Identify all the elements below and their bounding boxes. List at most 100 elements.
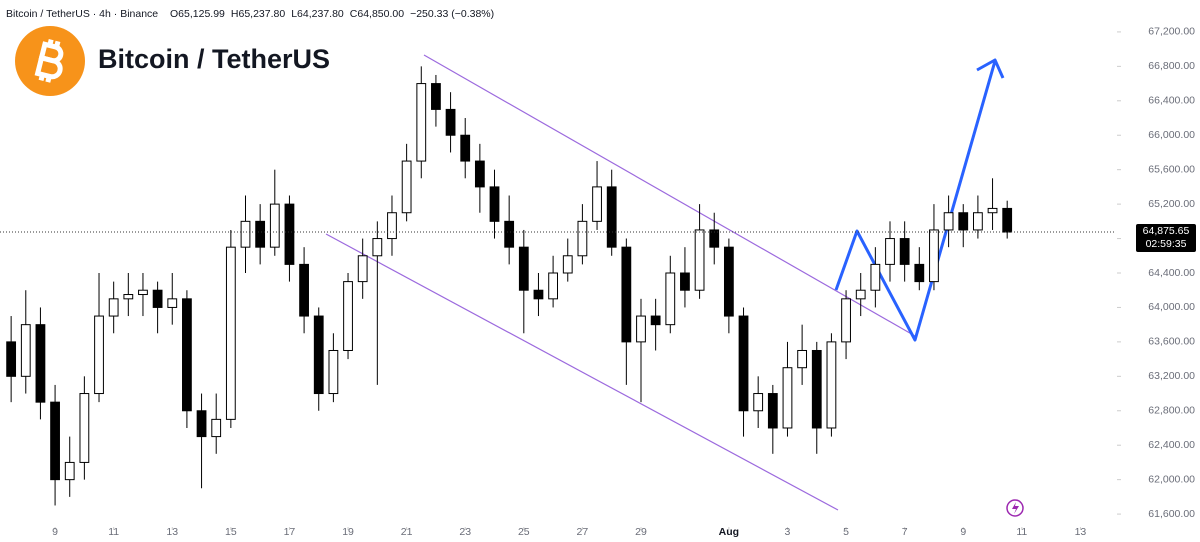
alert-icon (1006, 499, 1024, 517)
x-tick-label: 5 (843, 526, 849, 538)
y-tick-label: 63,600.00 (1148, 336, 1195, 348)
y-tick-label: 62,000.00 (1148, 473, 1195, 485)
countdown: 02:59:35 (1146, 238, 1187, 250)
candle-body (723, 246, 734, 317)
candle-body (269, 203, 280, 248)
candle-body (606, 186, 617, 248)
candle-body (841, 298, 851, 343)
candle-body (357, 255, 368, 283)
candle-body (1002, 207, 1013, 233)
x-tick-label: 19 (342, 526, 354, 538)
x-tick-label: 17 (284, 526, 296, 538)
x-tick-label: 13 (1075, 526, 1087, 538)
ohlc: O65,125.99 H65,237.80 L64,237.80 C64,850.00… (170, 8, 494, 20)
candle-body (445, 108, 456, 136)
candle-body (709, 229, 720, 248)
y-tick-label: 64,400.00 (1148, 267, 1195, 279)
change: −250.33 (−0.38%) (410, 8, 494, 20)
ohlc-label: H (231, 8, 239, 20)
candle-body (79, 393, 90, 463)
ohlc-value: 65,237.80 (238, 8, 285, 20)
alert-bolt (1012, 502, 1019, 514)
x-tick-label: 15 (225, 526, 237, 538)
ohlc-value: 65,125.99 (178, 8, 225, 20)
candle-body (313, 315, 324, 395)
candle-body (826, 341, 837, 429)
candle-body (650, 315, 661, 326)
candle-body (35, 324, 46, 403)
symbol: Bitcoin / TetherUS · 4h · Binance (6, 8, 158, 20)
y-tick-label: 62,800.00 (1148, 405, 1195, 417)
y-tick-label: 63,200.00 (1148, 370, 1195, 382)
candle-body (694, 229, 705, 291)
candle-body (284, 203, 295, 265)
candle-body (753, 393, 764, 412)
last-price-tag (1136, 224, 1196, 253)
candle-body (152, 289, 163, 308)
x-tick-label: 11 (1016, 526, 1027, 538)
ohlc-label: O (170, 8, 178, 20)
candle-body (929, 229, 939, 283)
candle-body (489, 186, 500, 222)
candle-body (665, 272, 676, 326)
candle-body (387, 212, 397, 240)
y-tick-label: 66,000.00 (1148, 129, 1195, 141)
y-tick-label: 62,400.00 (1148, 439, 1195, 451)
candle-body (138, 289, 148, 296)
candle-body (211, 418, 222, 438)
candle-body (474, 160, 485, 188)
candle-body (870, 263, 881, 291)
candle-body (64, 461, 75, 481)
candle-body (855, 289, 866, 300)
candle-body (401, 160, 412, 214)
candle-body (431, 83, 441, 110)
x-tick-label: 21 (401, 526, 413, 538)
candle-body (504, 220, 515, 248)
ohlc-label: L (291, 8, 297, 20)
candle-body (94, 315, 104, 395)
candle-body (577, 220, 588, 257)
x-tick-label: 29 (635, 526, 647, 538)
candle-body (182, 298, 192, 412)
candle-body (636, 315, 646, 343)
candle-body (592, 186, 602, 222)
candle-body (987, 207, 998, 214)
candle-body (196, 410, 207, 438)
candle-body (6, 341, 17, 377)
y-tick-label: 67,200.00 (1148, 26, 1195, 38)
ohlc-value: 64,237.80 (297, 8, 344, 20)
candle-body (899, 238, 910, 265)
y-tick-label: 64,000.00 (1148, 301, 1195, 313)
candle-body (50, 401, 60, 481)
candle-body (562, 255, 573, 274)
candle-body (621, 246, 632, 343)
candle-body (460, 134, 471, 162)
candle-body (943, 212, 954, 231)
x-tick-label: 7 (902, 526, 908, 538)
x-tick-label: 11 (108, 526, 119, 538)
y-tick-label: 65,600.00 (1148, 163, 1195, 175)
candle-body (20, 324, 31, 377)
y-tick-label: 66,400.00 (1148, 95, 1195, 107)
x-tick-label: 9 (960, 526, 966, 538)
candle-body (680, 272, 690, 291)
candle-body (240, 220, 251, 248)
y-tick-label: 66,800.00 (1148, 60, 1195, 72)
candle-body (416, 83, 427, 162)
candle-body (518, 246, 529, 291)
candle-body (914, 263, 925, 283)
projection-arrow (834, 58, 1005, 342)
candle-body (167, 298, 178, 308)
candle-body (123, 294, 134, 300)
candle-body (548, 272, 558, 300)
candle-body (225, 246, 236, 420)
candle-body (533, 289, 544, 300)
candle-body (958, 212, 969, 231)
candle-body (738, 315, 749, 412)
candle-body (328, 349, 339, 395)
channel-lines (325, 54, 916, 511)
x-tick-label: 3 (785, 526, 791, 538)
candle-body (255, 220, 266, 248)
candle-body (782, 367, 793, 429)
x-tick-label: 9 (52, 526, 58, 538)
